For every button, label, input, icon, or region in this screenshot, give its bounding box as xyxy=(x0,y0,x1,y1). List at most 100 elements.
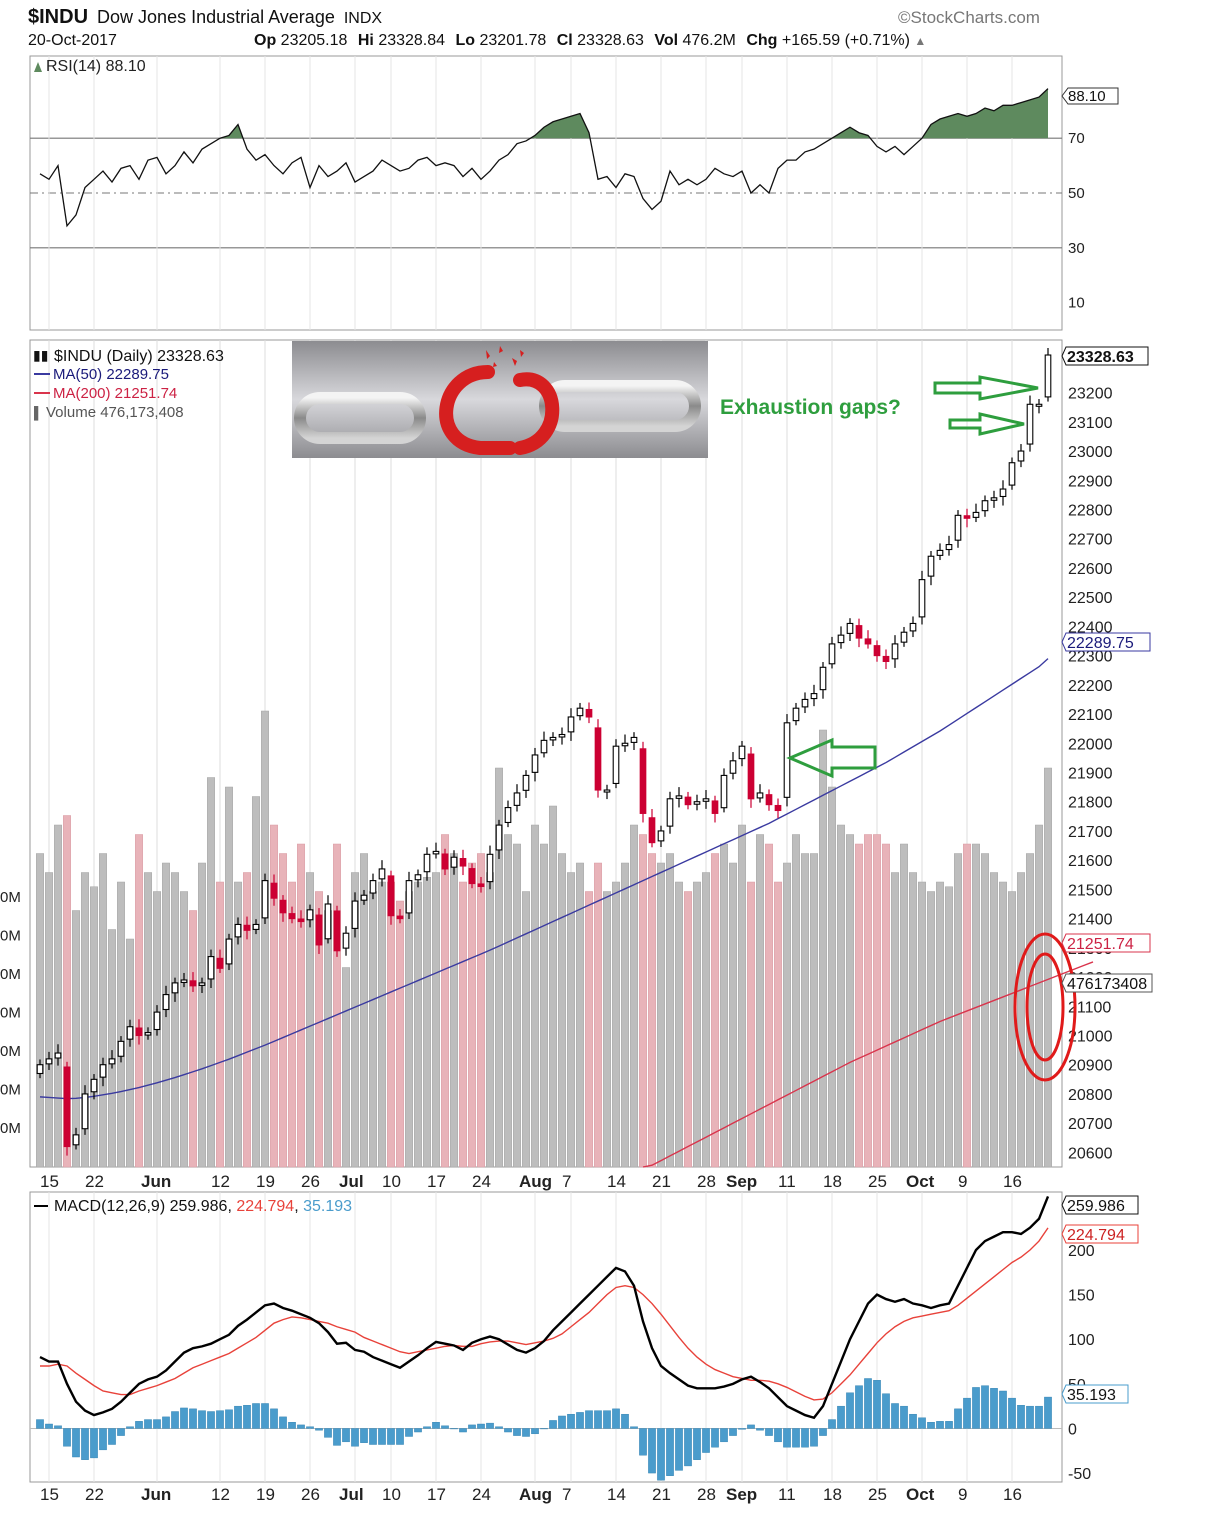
candle-body xyxy=(441,853,449,870)
change-value: +165.59 (+0.71%) xyxy=(781,32,910,49)
macd-hist-bar xyxy=(540,1428,548,1430)
macd-hist-bar xyxy=(819,1428,827,1436)
candle xyxy=(828,636,836,669)
candle-body xyxy=(810,693,818,700)
x-tick-label: 7 xyxy=(562,1172,571,1191)
candle-body xyxy=(117,1040,125,1057)
candle-body xyxy=(783,722,791,798)
macd-hist-bar xyxy=(423,1426,431,1429)
price-tick-label: 21000 xyxy=(1068,1028,1113,1045)
rsi-last-value: 88.10 xyxy=(1068,88,1106,105)
candle xyxy=(963,508,971,528)
candle xyxy=(972,503,980,523)
hist-value: 35.193 xyxy=(1067,1387,1116,1404)
candle-body xyxy=(666,798,674,827)
candle xyxy=(81,1085,89,1135)
red-circle-inner xyxy=(1025,952,1065,1062)
price-legend: ▮▮ $INDU (Daily) 23328.63 MA(50) 22289.7… xyxy=(33,347,224,421)
volume-bar xyxy=(468,862,476,1168)
volume-bar xyxy=(45,872,53,1168)
candle xyxy=(1017,444,1025,468)
candle-body xyxy=(243,924,251,931)
candle xyxy=(990,490,998,508)
candle xyxy=(495,819,503,859)
rsi-last-value-box: 88.10 xyxy=(1061,87,1119,105)
price-tick-label: 22000 xyxy=(1068,736,1113,753)
candle-body xyxy=(333,910,341,952)
candles xyxy=(36,347,1052,1156)
green-arrow-lower-icon xyxy=(948,412,1025,436)
macd-title-macd: 259.986 xyxy=(170,1198,228,1215)
macd-hist-bar xyxy=(315,1428,323,1431)
candle-body xyxy=(576,707,584,717)
price-tick-label: 21900 xyxy=(1068,765,1113,782)
candle xyxy=(189,972,197,992)
volume-bar xyxy=(954,853,962,1168)
candle-body xyxy=(909,622,917,632)
macd-hist-bar xyxy=(216,1410,224,1429)
candle xyxy=(351,892,359,938)
macd-x-tick-label: 18 xyxy=(823,1485,842,1504)
volume-bar xyxy=(567,872,575,1168)
low-value: 23201.78 xyxy=(479,32,547,49)
candle xyxy=(1008,457,1016,490)
high-value: 23328.84 xyxy=(378,32,446,49)
candle xyxy=(207,949,215,989)
candle xyxy=(729,752,737,780)
volume-bar xyxy=(603,891,611,1168)
chain-broken-link-left xyxy=(439,365,517,455)
candle-body xyxy=(423,853,431,873)
macd-x-tick-label: 11 xyxy=(778,1485,796,1504)
candle xyxy=(117,1036,125,1063)
candle-body xyxy=(504,807,512,824)
price-tick-label: 22500 xyxy=(1068,590,1113,607)
price-tick-label: 20700 xyxy=(1068,1116,1113,1133)
candle xyxy=(63,1061,71,1156)
volume-bar xyxy=(963,843,971,1168)
price-tick-label: 20600 xyxy=(1068,1145,1113,1162)
x-tick-label: Jun xyxy=(141,1172,171,1191)
candle xyxy=(909,616,917,638)
macd-tick-label: 150 xyxy=(1068,1288,1095,1305)
candle xyxy=(486,845,494,890)
green-arrow-left-icon xyxy=(786,737,877,779)
macd-hist-bar xyxy=(891,1403,899,1429)
volume-bar xyxy=(171,872,179,1168)
macd-hist-bar xyxy=(675,1428,683,1471)
macd-hist-bar xyxy=(972,1387,980,1429)
candle xyxy=(693,794,701,811)
candle xyxy=(108,1050,116,1069)
volume-bar xyxy=(1044,767,1052,1168)
candle-body xyxy=(540,739,548,754)
macd-hist-bar xyxy=(918,1417,926,1429)
macd-hist-bar xyxy=(1017,1405,1025,1429)
candle xyxy=(630,732,638,750)
macd-x-tick-label: 28 xyxy=(697,1485,716,1504)
macd-title-prefix: MACD(12,26,9) xyxy=(54,1198,165,1215)
candle xyxy=(549,732,557,747)
volume-bar xyxy=(504,834,512,1168)
macd-hist-bar xyxy=(1026,1405,1034,1429)
candle xyxy=(36,1059,44,1079)
macd-hist-bar xyxy=(729,1428,737,1436)
volume-bar xyxy=(396,900,404,1168)
candle xyxy=(918,570,926,625)
price-tick-label: 21400 xyxy=(1068,912,1113,929)
volume-bar xyxy=(558,853,566,1168)
annotations: Exhaustion gaps? xyxy=(720,375,1077,1082)
volume-bar xyxy=(459,881,467,1168)
close-label: Cl xyxy=(556,32,573,49)
x-tick-label: 25 xyxy=(868,1172,887,1191)
macd-x-tick-label: 26 xyxy=(301,1485,320,1504)
macd-hist-bar xyxy=(378,1428,386,1445)
macd-hist-bar xyxy=(468,1424,476,1429)
price-tick-label: 22800 xyxy=(1068,502,1113,519)
rsi-tick-label: 30 xyxy=(1068,240,1085,257)
volume-bar xyxy=(612,881,620,1168)
volume-bar xyxy=(63,815,71,1168)
candle xyxy=(747,747,755,808)
candle xyxy=(450,850,458,875)
volume-bar xyxy=(36,853,44,1168)
candle xyxy=(774,798,782,819)
volume-axis-label: 0M xyxy=(0,1005,21,1022)
